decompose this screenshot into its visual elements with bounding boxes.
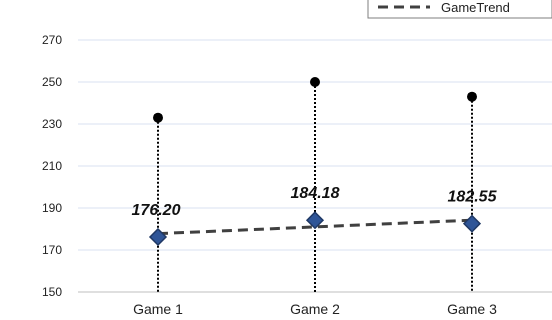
y-tick-label: 270 <box>42 33 62 47</box>
legend-box <box>367 0 552 19</box>
x-tick-label: Game 1 <box>133 301 183 317</box>
trend-line-group <box>157 218 473 236</box>
high-point <box>153 112 163 123</box>
high-points <box>153 77 477 123</box>
y-axis-ticks: 150 170 190 210 230 250 270 <box>42 33 62 299</box>
y-tick-label: 210 <box>42 159 62 173</box>
data-label: 182.55 <box>448 189 498 206</box>
trend-line <box>157 218 473 236</box>
y-tick-label: 170 <box>42 243 62 257</box>
data-label: 184.18 <box>291 185 340 202</box>
y-tick-label: 250 <box>42 75 62 89</box>
y-tick-label: 230 <box>42 117 62 131</box>
value-markers <box>148 211 482 247</box>
high-point <box>467 91 477 102</box>
legend: GameTrend <box>367 0 552 19</box>
x-tick-label: Game 2 <box>290 301 340 317</box>
y-tick-label: 150 <box>42 285 62 299</box>
value-marker <box>148 227 168 247</box>
legend-label: GameTrend <box>441 0 510 15</box>
x-axis-ticks: Game 1 Game 2 Game 3 <box>133 301 497 317</box>
value-marker <box>305 211 325 230</box>
value-marker <box>462 214 482 233</box>
data-label: 176.20 <box>132 202 181 219</box>
high-low-lines <box>157 82 473 292</box>
y-tick-label: 190 <box>42 201 62 215</box>
x-tick-label: Game 3 <box>447 301 497 317</box>
high-point <box>310 77 320 87</box>
data-labels: 176.20 184.18 182.55 <box>132 185 498 219</box>
